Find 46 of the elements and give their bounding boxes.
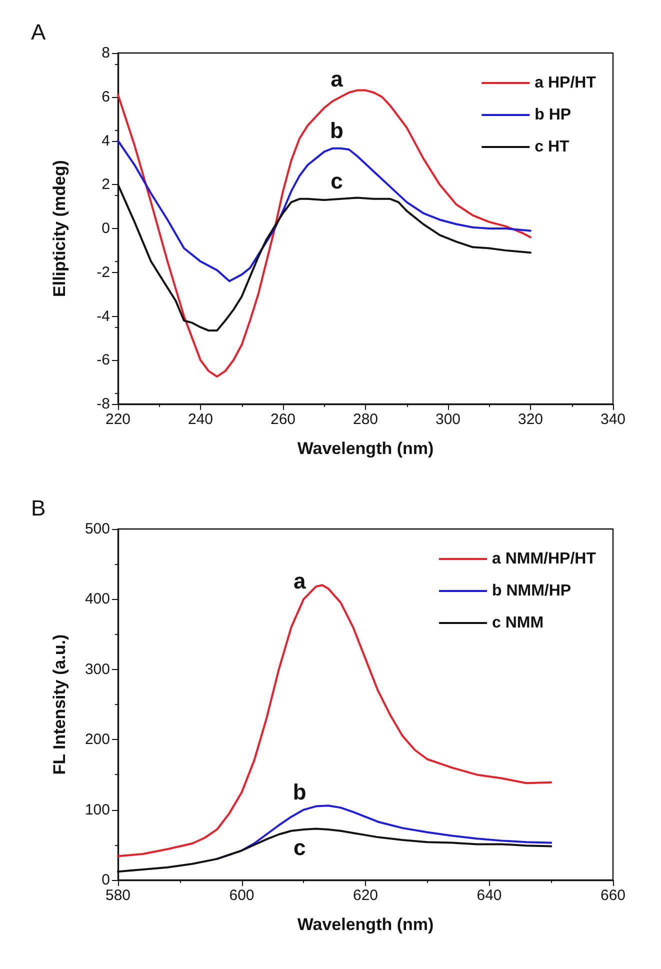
line-series: [117, 140, 532, 282]
y-tick-label: 4: [102, 132, 110, 150]
y-tick-label: 100: [84, 801, 110, 818]
y-tick-label: 400: [84, 590, 110, 608]
legend-label: c HT: [534, 138, 570, 156]
y-tick-label: 6: [102, 88, 110, 106]
x-tick-label: 300: [435, 411, 461, 428]
y-tick-label: 8: [102, 44, 110, 62]
x-tick-label: 320: [518, 411, 544, 428]
y-tick-label: 2: [102, 176, 110, 194]
y-tick-label: 0: [102, 872, 110, 888]
y-tick-label: -4: [96, 308, 110, 325]
chart-title: B: [31, 496, 46, 520]
y-tick-label: 500: [84, 520, 110, 538]
x-tick-label: 260: [270, 411, 296, 428]
x-tick-label: 580: [105, 887, 131, 904]
x-axis-title: Wavelength (nm): [297, 439, 434, 458]
x-tick-label: 660: [600, 887, 626, 904]
legend-label: b NMM/HP: [492, 582, 572, 600]
y-tick-label: -6: [96, 352, 110, 369]
legend-label: b HP: [534, 106, 572, 124]
x-tick-label: 220: [105, 411, 131, 428]
legend-label: c NMM: [492, 614, 544, 632]
annotation: a: [330, 66, 344, 92]
y-tick-label: 200: [84, 731, 110, 748]
annotation: c: [294, 834, 306, 860]
x-tick-label: 620: [352, 887, 378, 904]
x-tick-label: 280: [352, 411, 378, 428]
annotation: a: [294, 568, 306, 594]
legend-label: a HP/HT: [534, 74, 596, 92]
legend-label: a NMM/HP/HT: [492, 550, 596, 568]
y-tick-label: 0: [102, 220, 110, 237]
x-tick-label: 600: [229, 887, 254, 904]
annotation: b: [292, 779, 306, 804]
y-axis-title: FL Intensity (a.u.): [50, 634, 69, 775]
y-tick-label: 300: [84, 660, 110, 678]
x-tick-label: 640: [476, 887, 502, 904]
chart-title: A: [31, 20, 46, 44]
x-tick-label: 340: [600, 411, 626, 428]
y-tick-label: -8: [96, 396, 110, 412]
y-tick-label: -2: [96, 264, 110, 281]
annotation: c: [330, 168, 343, 194]
x-tick-label: 240: [188, 411, 214, 428]
x-axis-title: Wavelength (nm): [297, 915, 434, 934]
y-axis-title: Ellipticity (mdeg): [50, 160, 69, 297]
annotation: b: [330, 118, 344, 143]
